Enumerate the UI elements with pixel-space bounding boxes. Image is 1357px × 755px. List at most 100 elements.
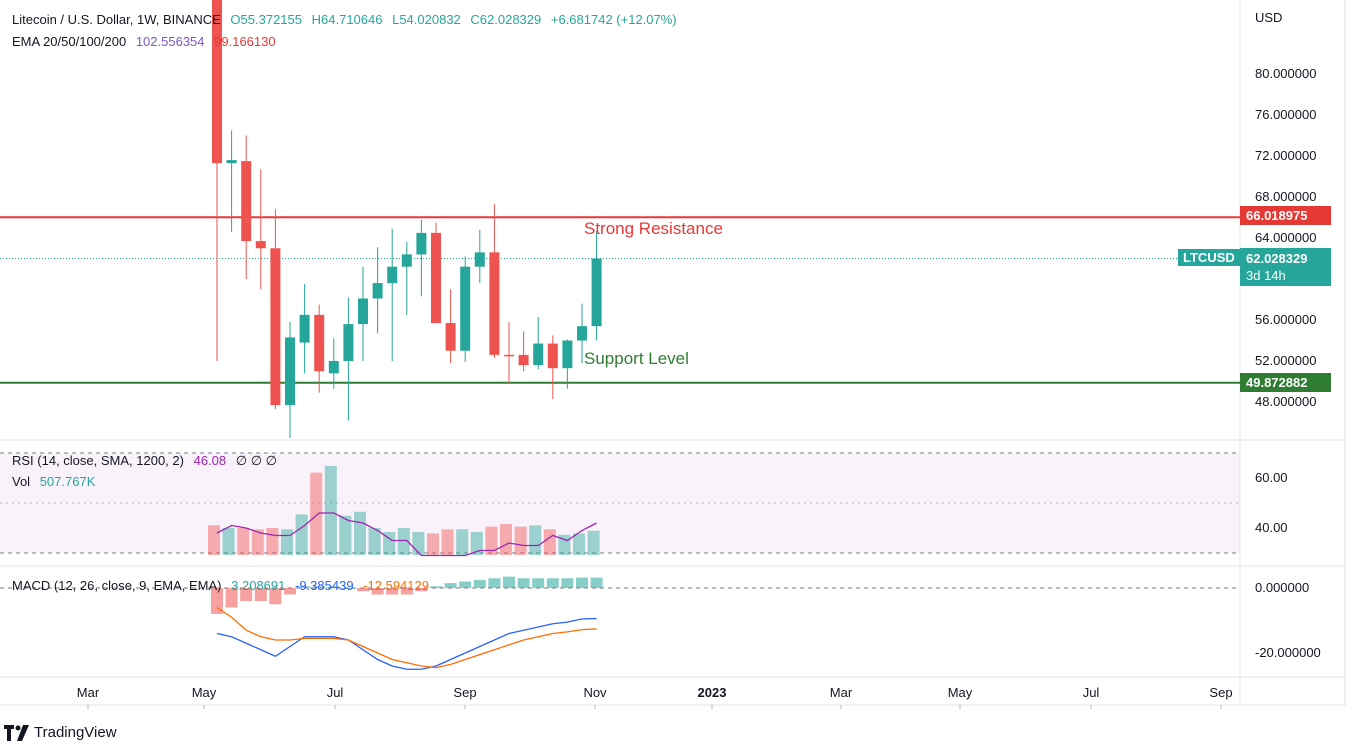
volume-bar bbox=[543, 529, 556, 555]
volume-bar bbox=[514, 526, 527, 555]
resistance-price-badge: 66.018975 bbox=[1240, 206, 1331, 225]
candle-body bbox=[577, 326, 587, 341]
candle-body bbox=[562, 340, 573, 369]
macd-histogram-bar bbox=[415, 588, 428, 592]
ticker-tag: LTCUSD bbox=[1178, 249, 1240, 266]
volume-bar bbox=[441, 529, 454, 555]
ohlc-legend: Litecoin / U.S. Dollar, 1W, BINANCE O55.… bbox=[12, 12, 683, 27]
countdown: 3d 14h bbox=[1246, 268, 1286, 283]
last-price-badge: 62.028329 3d 14h bbox=[1240, 248, 1331, 286]
volume-bar bbox=[573, 533, 585, 555]
rsi-value: 46.08 bbox=[193, 453, 227, 468]
macd-histogram-bar bbox=[240, 588, 253, 601]
rsi-label[interactable]: RSI (14, close, SMA, 1200, 2) bbox=[12, 453, 184, 468]
candle-body bbox=[387, 266, 398, 284]
candle-body bbox=[358, 298, 368, 325]
candle-body bbox=[445, 323, 456, 351]
price-tick-label: 72.000000 bbox=[1255, 148, 1316, 163]
candle-body bbox=[431, 232, 441, 324]
candle-body bbox=[460, 266, 471, 351]
symbol-title[interactable]: Litecoin / U.S. Dollar, 1W, BINANCE bbox=[12, 12, 221, 27]
volume-bar bbox=[222, 528, 235, 555]
volume-bar bbox=[500, 523, 512, 555]
macd-histogram-bar bbox=[269, 588, 282, 605]
candle-body bbox=[591, 258, 602, 327]
price-tick-label: 68.000000 bbox=[1255, 189, 1316, 204]
macd-histogram-bar bbox=[357, 588, 369, 592]
candle-body bbox=[504, 354, 514, 357]
volume-bar bbox=[383, 532, 396, 555]
vol-label[interactable]: Vol bbox=[12, 474, 31, 489]
macd-histogram-bar bbox=[342, 588, 355, 589]
macd-histogram-bar bbox=[225, 588, 238, 608]
price-tick-label: 48.000000 bbox=[1255, 394, 1316, 409]
open-value: O55.372155 bbox=[230, 12, 302, 27]
macd-v1: 3.208691 bbox=[231, 578, 286, 593]
high-value: H64.710646 bbox=[311, 12, 383, 27]
candle-body bbox=[533, 343, 544, 366]
brand-name: TradingView bbox=[34, 724, 117, 741]
time-tick-label: May bbox=[192, 685, 217, 700]
macd-histogram-bar bbox=[444, 583, 457, 588]
macd-histogram-bar bbox=[313, 586, 326, 588]
macd-histogram-bar bbox=[488, 578, 501, 588]
volume-bar bbox=[485, 526, 498, 555]
volume-bar bbox=[587, 530, 600, 555]
volume-bar bbox=[266, 528, 279, 555]
macd-histogram-bar bbox=[561, 578, 574, 588]
ema-label[interactable]: EMA 20/50/100/200 bbox=[12, 34, 127, 49]
macd-histogram-bar bbox=[211, 588, 223, 614]
support-price-badge: 49.872882 bbox=[1240, 373, 1331, 392]
last-price: 62.028329 bbox=[1246, 251, 1308, 266]
candle-body bbox=[212, 0, 222, 164]
candle-body bbox=[270, 248, 281, 406]
candle-body bbox=[226, 160, 237, 164]
support-annotation[interactable]: Support Level bbox=[584, 349, 689, 368]
time-tick-label: Jul bbox=[1083, 685, 1100, 700]
candle-body bbox=[255, 241, 266, 249]
signal-line bbox=[216, 606, 597, 669]
resistance-annotation[interactable]: Strong Resistance bbox=[584, 219, 723, 238]
change-value: +6.681742 (+12.07%) bbox=[550, 12, 677, 27]
candle-body bbox=[241, 161, 252, 242]
macd-histogram-bar bbox=[546, 578, 559, 588]
close-value: C62.028329 bbox=[470, 12, 542, 27]
rsi-tick-label: 40.00 bbox=[1255, 520, 1288, 535]
time-tick-label: May bbox=[948, 685, 973, 700]
ema-value-1: 102.556354 bbox=[135, 34, 205, 49]
time-tick-label: Mar bbox=[830, 685, 853, 700]
macd-histogram-bar bbox=[430, 586, 442, 588]
volume-bar bbox=[427, 533, 439, 555]
macd-histogram-bar bbox=[459, 581, 472, 588]
time-tick-label: Jul bbox=[327, 685, 344, 700]
time-tick-label: 2023 bbox=[698, 685, 727, 700]
macd-label[interactable]: MACD (12, 26, close, 9, EMA, EMA) bbox=[12, 578, 222, 593]
low-value: L54.020832 bbox=[392, 12, 461, 27]
macd-tick-label: -20.000000 bbox=[1255, 645, 1321, 660]
candle-body bbox=[372, 283, 383, 299]
rsi-legend: RSI (14, close, SMA, 1200, 2) 46.08 ∅ ∅ … bbox=[12, 453, 283, 469]
price-tick-label: 64.000000 bbox=[1255, 230, 1316, 245]
volume-bar bbox=[368, 528, 381, 555]
tradingview-logo[interactable]: TradingView bbox=[4, 724, 117, 741]
macd-histogram-bar bbox=[503, 576, 515, 588]
macd-tick-label: 0.000000 bbox=[1255, 580, 1309, 595]
candle-body bbox=[285, 337, 295, 406]
vol-value: 507.767K bbox=[39, 474, 96, 489]
macd-histogram-bar bbox=[400, 588, 413, 595]
time-tick-label: Sep bbox=[1209, 685, 1232, 700]
rsi-tick-label: 60.00 bbox=[1255, 470, 1288, 485]
candle-body bbox=[416, 232, 427, 255]
currency-label: USD bbox=[1255, 10, 1283, 25]
time-tick-label: Sep bbox=[453, 685, 476, 700]
tradingview-icon bbox=[4, 724, 29, 741]
macd-histogram-bar bbox=[517, 578, 530, 588]
volume-bar bbox=[208, 525, 220, 555]
candle-body bbox=[328, 361, 339, 374]
volume-bar bbox=[281, 529, 293, 555]
rsi-extra: ∅ ∅ ∅ bbox=[235, 453, 277, 468]
price-tick-label: 76.000000 bbox=[1255, 107, 1316, 122]
volume-bar bbox=[529, 525, 542, 555]
macd-line bbox=[216, 617, 597, 670]
